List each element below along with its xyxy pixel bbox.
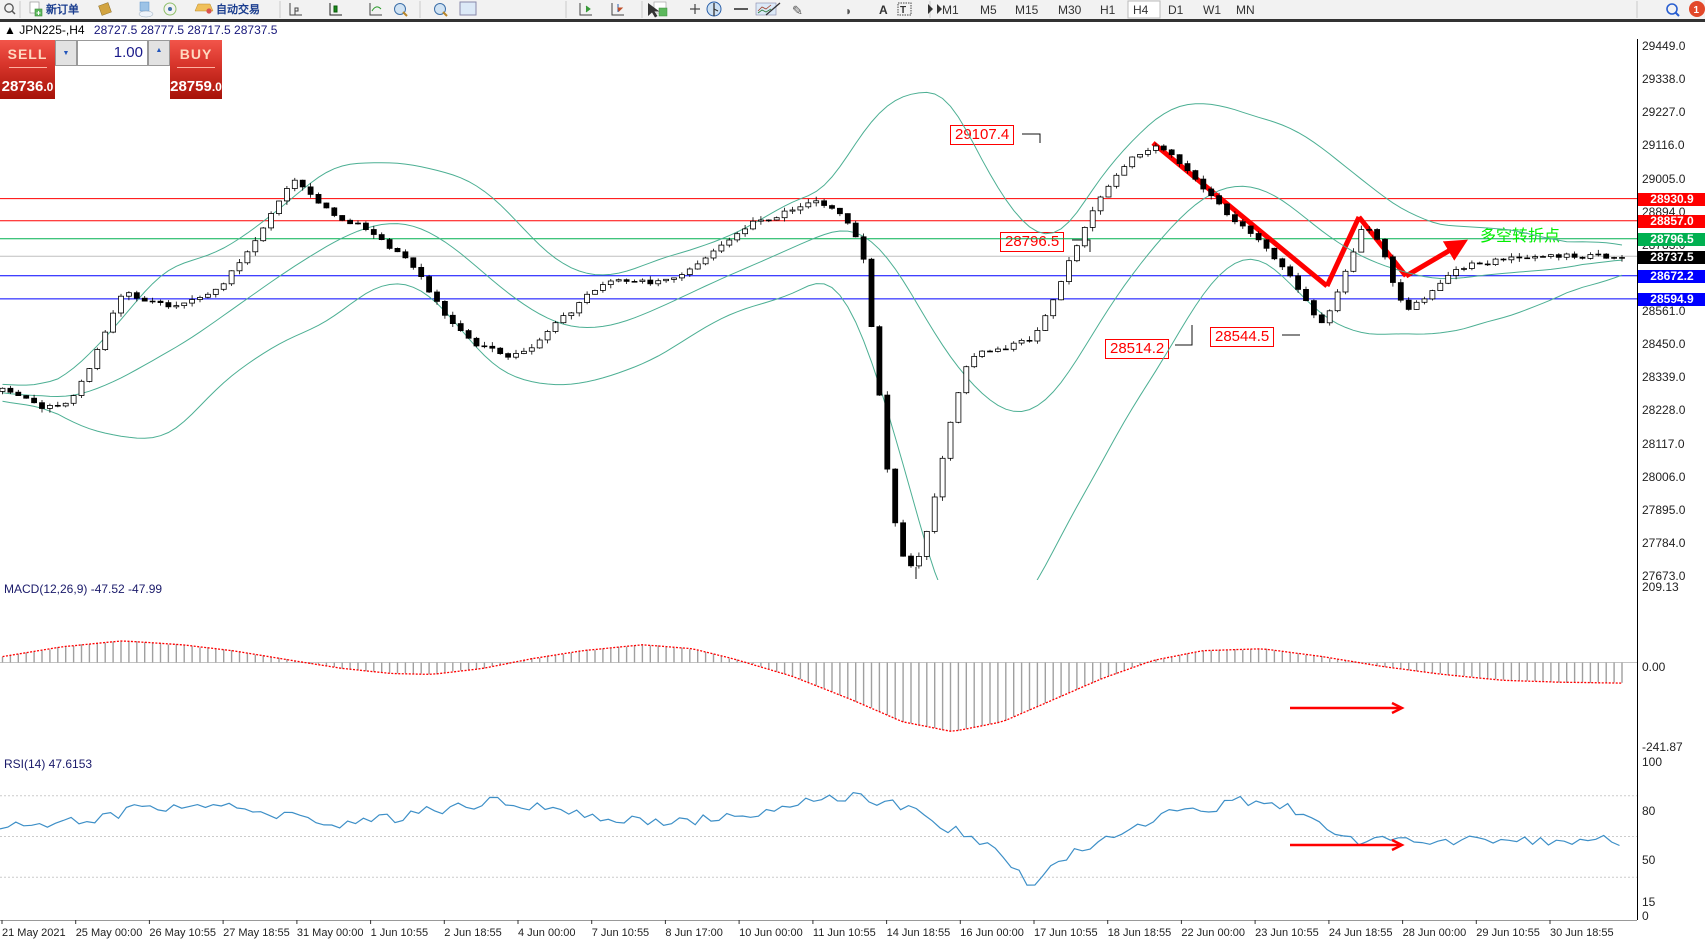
svg-text:17 Jun 10:55: 17 Jun 10:55 — [1034, 927, 1098, 939]
svg-text:W1: W1 — [1203, 3, 1221, 17]
svg-text:16 Jun 00:00: 16 Jun 00:00 — [960, 927, 1024, 939]
svg-text:H4: H4 — [1133, 3, 1149, 17]
svg-text:M15: M15 — [1015, 3, 1039, 17]
svg-text:30 Jun 18:55: 30 Jun 18:55 — [1550, 927, 1614, 939]
svg-text:10 Jun 00:00: 10 Jun 00:00 — [739, 927, 803, 939]
svg-text:7 Jun 10:55: 7 Jun 10:55 — [592, 927, 650, 939]
svg-text:28 Jun 00:00: 28 Jun 00:00 — [1403, 927, 1467, 939]
svg-text:26 May 10:55: 26 May 10:55 — [149, 927, 216, 939]
svg-text:29 Jun 10:55: 29 Jun 10:55 — [1476, 927, 1540, 939]
svg-text:H1: H1 — [1100, 3, 1116, 17]
svg-text:14 Jun 18:55: 14 Jun 18:55 — [887, 927, 951, 939]
svg-text:1: 1 — [1694, 5, 1700, 16]
svg-text:1 Jun 10:55: 1 Jun 10:55 — [371, 927, 429, 939]
svg-text:T: T — [900, 5, 906, 16]
svg-text:22 Jun 00:00: 22 Jun 00:00 — [1181, 927, 1245, 939]
svg-text:21 May 2021: 21 May 2021 — [2, 927, 66, 939]
svg-text:自动交易: 自动交易 — [216, 2, 260, 16]
svg-text:◗: ◗ — [845, 4, 852, 18]
svg-text:18 Jun 18:55: 18 Jun 18:55 — [1108, 927, 1172, 939]
svg-text:MN: MN — [1236, 3, 1255, 17]
svg-text:25 May 00:00: 25 May 00:00 — [76, 927, 143, 939]
svg-text:2 Jun 18:55: 2 Jun 18:55 — [444, 927, 502, 939]
svg-text:4 Jun 00:00: 4 Jun 00:00 — [518, 927, 576, 939]
svg-text:31 May 00:00: 31 May 00:00 — [297, 927, 364, 939]
svg-text:✎: ✎ — [792, 3, 803, 18]
svg-text:M30: M30 — [1058, 3, 1082, 17]
svg-text:8 Jun 17:00: 8 Jun 17:00 — [665, 927, 723, 939]
svg-text:27 May 18:55: 27 May 18:55 — [223, 927, 290, 939]
svg-text:D1: D1 — [1168, 3, 1184, 17]
svg-text:A: A — [879, 3, 888, 17]
svg-text:23 Jun 10:55: 23 Jun 10:55 — [1255, 927, 1319, 939]
svg-text:多空转折点: 多空转折点 — [1480, 227, 1560, 245]
svg-text:11 Jun 10:55: 11 Jun 10:55 — [813, 927, 876, 939]
svg-text:M1: M1 — [942, 3, 959, 17]
svg-text:M5: M5 — [980, 3, 997, 17]
svg-text:24 Jun 18:55: 24 Jun 18:55 — [1329, 927, 1393, 939]
svg-text:新订单: 新订单 — [46, 2, 79, 16]
